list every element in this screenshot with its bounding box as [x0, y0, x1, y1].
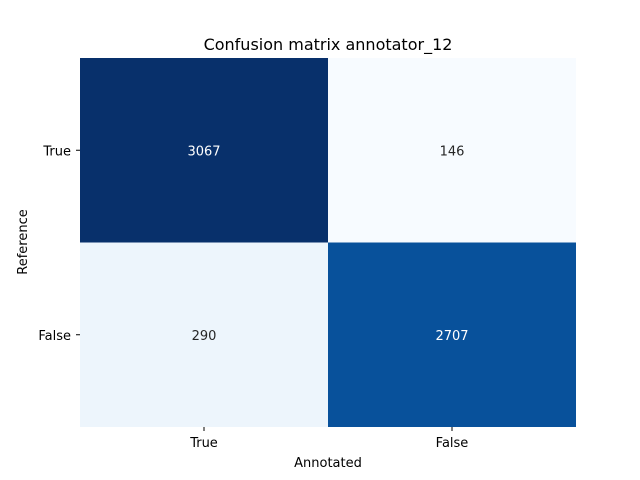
heatmap-cell-labels: 3067 146 290 2707 — [187, 144, 468, 344]
x-axis-label: Annotated — [294, 456, 362, 471]
y-axis-ticks: True False — [38, 144, 80, 344]
cell-value-label: 290 — [192, 329, 217, 344]
y-tick-label: True — [42, 144, 71, 159]
heatmap-cell — [80, 242, 328, 427]
x-tick-label: False — [436, 436, 469, 451]
chart-title: Confusion matrix annotator_12 — [204, 35, 453, 55]
cell-value-label: 146 — [440, 144, 465, 159]
x-axis-ticks: True False — [189, 427, 468, 451]
heatmap-cell — [328, 58, 576, 243]
y-tick-label: False — [38, 329, 71, 344]
cell-value-label: 2707 — [435, 329, 468, 344]
heatmap-cell — [80, 58, 328, 243]
x-tick-label: True — [189, 436, 218, 451]
heatmap-cells — [80, 58, 576, 427]
heatmap-cell — [328, 242, 576, 427]
y-axis-label: Reference — [16, 209, 31, 274]
cell-value-label: 3067 — [187, 144, 220, 159]
